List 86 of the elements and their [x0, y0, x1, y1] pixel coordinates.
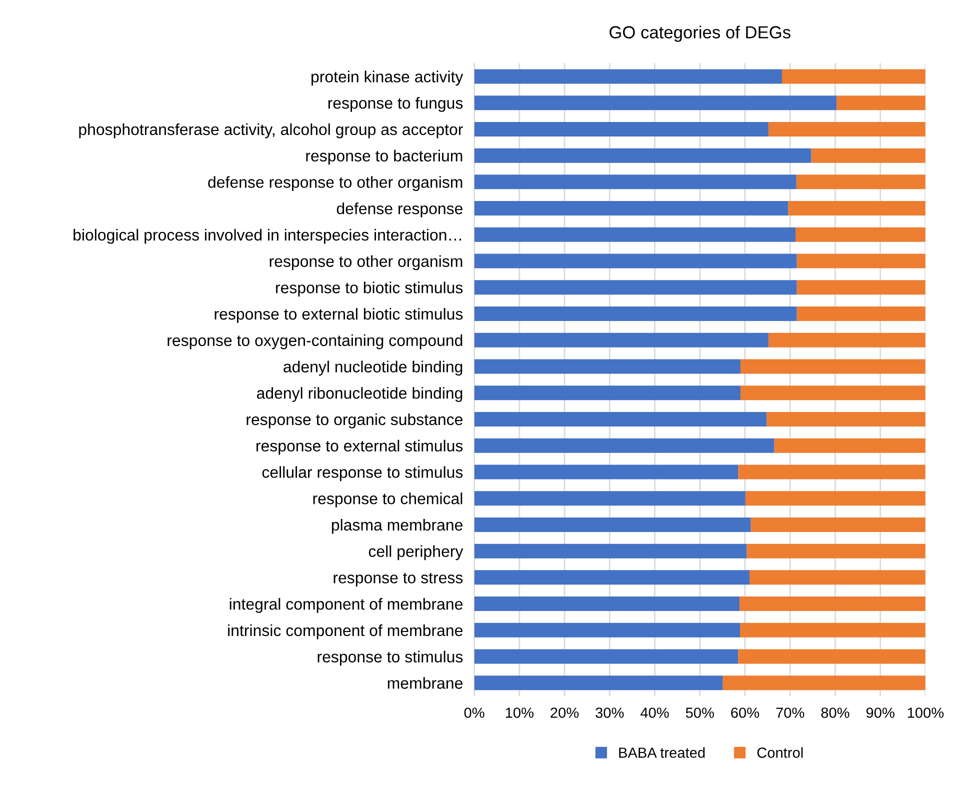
bar: [474, 464, 738, 480]
x-tick-label: 90%: [866, 708, 894, 718]
y-tick-label: cell periphery: [368, 545, 464, 560]
bar: [474, 438, 774, 453]
x-tick-label: 30%: [596, 708, 624, 718]
bar: [474, 332, 768, 348]
y-tick-label: intrinsic component of membrane: [228, 624, 462, 640]
bar: [746, 544, 926, 558]
y-tick-label: cellular response to stimulus: [262, 466, 463, 482]
bar: [740, 359, 926, 374]
x-tick-label: 10%: [506, 708, 534, 718]
bar: [811, 148, 926, 163]
legend-label: Control: [757, 747, 803, 758]
bar: [474, 254, 797, 268]
x-tick-label: 0%: [464, 708, 484, 718]
bar: [474, 517, 751, 532]
y-tick-label: response to external biotic stimulus: [214, 308, 463, 323]
bar: [768, 332, 926, 348]
bar: [788, 201, 926, 216]
y-tick-label: response to external stimulus: [256, 440, 463, 455]
bar: [749, 570, 926, 585]
y-tick-label: response to bacterium: [306, 150, 462, 165]
y-tick-label: response to biotic stimulus: [276, 282, 463, 296]
bar: [474, 227, 796, 242]
bar: [836, 96, 926, 110]
y-tick-label: response to other organism: [270, 255, 462, 270]
bar: [774, 438, 926, 453]
bar: [474, 174, 796, 190]
y-tick-label: protein kinase activity: [312, 70, 464, 86]
bar: [474, 676, 723, 690]
x-tick-label: 80%: [821, 708, 850, 718]
bar: [474, 122, 768, 136]
x-tick-label: 20%: [550, 708, 579, 718]
bar: [474, 649, 738, 664]
y-tick-label: defense response: [336, 202, 462, 218]
bar: [738, 649, 926, 664]
bar: [474, 96, 837, 110]
bar: [796, 254, 926, 268]
y-tick-label: response to stress: [334, 572, 463, 587]
y-tick-label: response to chemical: [313, 492, 462, 508]
x-tick-label: 60%: [731, 708, 760, 718]
bar: [474, 412, 767, 426]
bar: [740, 386, 926, 400]
y-tick-label: response to oxygen-containing compound: [168, 334, 462, 350]
bar: [474, 596, 740, 612]
bar: [768, 122, 926, 136]
bar: [474, 306, 797, 322]
y-tick-label: adenyl nucleotide binding: [284, 360, 462, 376]
bar: [474, 148, 812, 163]
bar: [474, 491, 746, 506]
bar: [796, 280, 926, 295]
x-tick-label: 100%: [908, 708, 944, 718]
bar: [474, 201, 788, 216]
bar: [474, 69, 782, 84]
bar: [745, 491, 926, 506]
bar: [738, 464, 926, 480]
y-tick-label: biological process involved in interspecies interaction…: [74, 228, 462, 244]
bar: [740, 596, 926, 612]
bar: [474, 622, 740, 638]
bar: [474, 359, 740, 374]
x-tick-label: 50%: [686, 708, 714, 718]
bar: [474, 544, 747, 558]
bar: [474, 570, 750, 585]
bar: [740, 622, 926, 638]
y-tick-label: phosphotransferase activity, alcohol group as acceptor: [79, 123, 463, 138]
bar: [796, 174, 926, 190]
bar: [796, 306, 926, 322]
y-tick-label: plasma membrane: [332, 518, 462, 534]
y-tick-label: response to stimulus: [318, 650, 463, 666]
y-tick-label: membrane: [388, 677, 462, 689]
chart-title: GO categories of DEGs: [610, 26, 790, 42]
x-tick-label: 70%: [776, 708, 804, 718]
y-tick-label: integral component of membrane: [230, 598, 462, 613]
bar: [474, 280, 797, 295]
bar: [750, 517, 926, 532]
y-tick-label: defense response to other organism: [208, 176, 462, 192]
bar: [782, 69, 926, 84]
y-tick-label: response to fungus: [328, 97, 463, 112]
x-tick-label: 40%: [640, 708, 669, 718]
bar: [722, 676, 926, 690]
y-tick-label: response to organic substance: [246, 413, 462, 428]
y-tick-label: adenyl ribonucleotide binding: [256, 387, 462, 402]
bar: [474, 386, 740, 400]
legend-label: BABA treated: [619, 747, 705, 758]
bar: [766, 412, 926, 426]
bar: [796, 227, 926, 242]
